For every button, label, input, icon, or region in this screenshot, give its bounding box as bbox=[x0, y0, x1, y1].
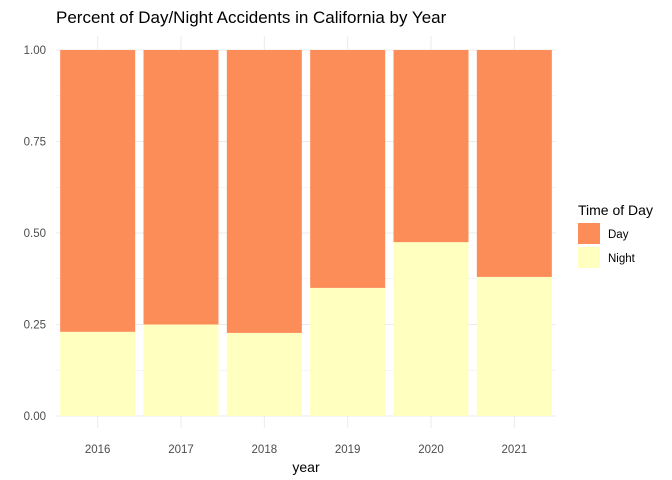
bar-day-2020 bbox=[393, 50, 469, 243]
legend-label-day: Day bbox=[608, 229, 629, 241]
y-tick-label: 0.25 bbox=[24, 320, 46, 332]
legend-key-day bbox=[578, 223, 600, 244]
bar-night-2020 bbox=[393, 242, 469, 416]
legend-label-night: Night bbox=[608, 253, 636, 265]
x-axis-title: year bbox=[292, 459, 320, 475]
bar-day-2021 bbox=[476, 50, 552, 277]
x-tick-label: 2018 bbox=[252, 444, 278, 456]
y-tick-label: 0.75 bbox=[24, 137, 46, 149]
legend: Time of Day Day Night bbox=[578, 202, 653, 268]
bar-night-2017 bbox=[143, 324, 219, 416]
x-tick-label: 2019 bbox=[335, 444, 361, 456]
y-tick-label: 0.50 bbox=[24, 228, 46, 240]
bars bbox=[60, 50, 552, 416]
y-tick-label: 1.00 bbox=[24, 45, 46, 57]
bar-day-2019 bbox=[310, 50, 386, 288]
y-axis-ticks: 0.00 0.25 0.50 0.75 1.00 bbox=[24, 45, 46, 423]
x-axis-ticks: 2016 2017 2018 2019 2020 2021 bbox=[85, 444, 527, 456]
bar-night-2019 bbox=[310, 287, 386, 416]
chart-title: Percent of Day/Night Accidents in Califo… bbox=[56, 8, 447, 27]
bar-day-2018 bbox=[226, 50, 302, 333]
legend-title: Time of Day bbox=[578, 202, 653, 218]
bar-night-2016 bbox=[60, 331, 136, 416]
bar-day-2017 bbox=[143, 50, 219, 325]
legend-key-night bbox=[578, 247, 600, 268]
y-tick-label: 0.00 bbox=[24, 411, 46, 423]
x-tick-label: 2020 bbox=[418, 444, 444, 456]
bar-night-2021 bbox=[476, 276, 552, 416]
bar-night-2018 bbox=[226, 332, 302, 416]
bar-day-2016 bbox=[60, 50, 136, 332]
x-tick-label: 2021 bbox=[502, 444, 528, 456]
x-tick-label: 2017 bbox=[168, 444, 194, 456]
x-tick-label: 2016 bbox=[85, 444, 111, 456]
